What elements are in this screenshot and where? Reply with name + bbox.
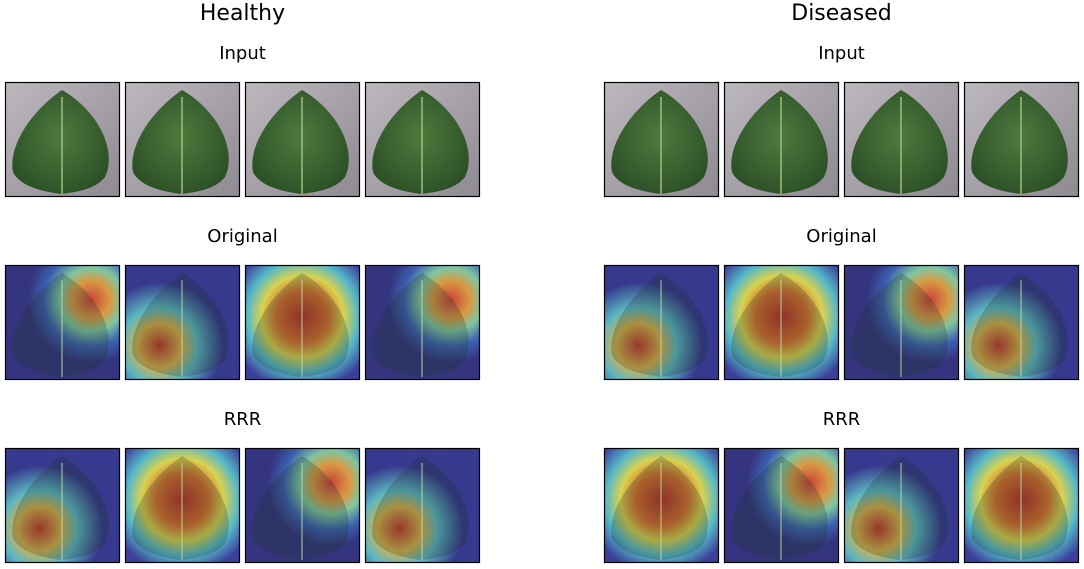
image-frame [723, 81, 840, 198]
image-tile [723, 264, 840, 381]
image-tile [124, 447, 241, 564]
image-frame [364, 447, 481, 564]
leaf [132, 90, 229, 194]
image-tile [364, 447, 481, 564]
image-frame [723, 447, 840, 564]
image-tile [843, 81, 960, 198]
image-tile [843, 264, 960, 381]
image-tile [244, 447, 361, 564]
image-tile [124, 81, 241, 198]
image-frame [244, 264, 361, 381]
image-tile [364, 81, 481, 198]
leaf-overlay [731, 456, 828, 560]
image-tile [244, 264, 361, 381]
leaf-overlay [971, 273, 1068, 377]
image-frame [364, 264, 481, 381]
image-frame [843, 447, 960, 564]
image-frame [843, 264, 960, 381]
image-tile [963, 447, 1080, 564]
image-frame [603, 81, 720, 198]
leaf [372, 90, 469, 194]
image-frame [4, 81, 121, 198]
image-frame [723, 264, 840, 381]
leaf [12, 90, 109, 194]
image-frame [603, 264, 720, 381]
image-tile [603, 447, 720, 564]
image-frame [124, 81, 241, 198]
image-tile [963, 264, 1080, 381]
image-frame [963, 447, 1080, 564]
row-label: Input [219, 43, 266, 64]
leaf [252, 90, 349, 194]
image-frame [364, 81, 481, 198]
image-tile [603, 264, 720, 381]
image-frame [244, 81, 361, 198]
leaf-overlay [851, 456, 948, 560]
image-tile [364, 264, 481, 381]
image-tile [723, 81, 840, 198]
row-label: Original [806, 226, 876, 247]
image-frame [244, 447, 361, 564]
panel-title: Diseased [791, 1, 892, 26]
image-frame [124, 264, 241, 381]
image-frame [963, 81, 1080, 198]
leaf-overlay [851, 273, 948, 377]
leaf-overlay [372, 273, 469, 377]
image-frame [4, 264, 121, 381]
image-tile [244, 81, 361, 198]
image-tile [4, 447, 121, 564]
image-tile [4, 264, 121, 381]
row-label: RRR [823, 409, 861, 430]
row-label: RRR [224, 409, 262, 430]
leaf-overlay [971, 456, 1068, 560]
image-frame [124, 447, 241, 564]
leaf-overlay [611, 273, 708, 377]
leaf-overlay [132, 456, 229, 560]
image-tile [4, 81, 121, 198]
leaf [731, 90, 828, 194]
image-frame [963, 264, 1080, 381]
image-tile [723, 447, 840, 564]
leaf-overlay [372, 456, 469, 560]
row-label: Input [818, 43, 865, 64]
image-tile [843, 447, 960, 564]
leaf-overlay [731, 273, 828, 377]
leaf-overlay [12, 273, 109, 377]
image-frame [843, 81, 960, 198]
image-tile [124, 264, 241, 381]
image-frame [4, 447, 121, 564]
leaf-overlay [132, 273, 229, 377]
leaf [971, 90, 1068, 194]
leaf-overlay [252, 456, 349, 560]
image-tile [603, 81, 720, 198]
leaf [851, 90, 948, 194]
leaf [611, 90, 708, 194]
leaf-overlay [12, 456, 109, 560]
panel-title: Healthy [200, 1, 285, 26]
leaf-overlay [611, 456, 708, 560]
image-tile [963, 81, 1080, 198]
row-label: Original [207, 226, 277, 247]
leaf-overlay [252, 273, 349, 377]
image-frame [603, 447, 720, 564]
